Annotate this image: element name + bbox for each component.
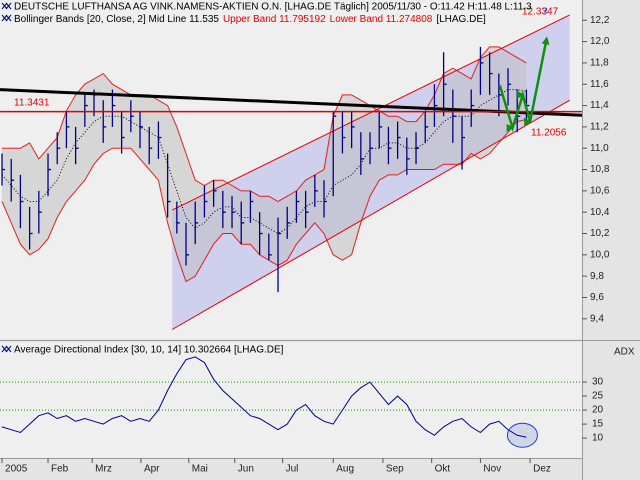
line-label: 11.3431 [14, 97, 50, 108]
legend-entry: Upper Band 11.795192 [223, 14, 326, 25]
y-tick-label: 12,0 [590, 36, 610, 47]
x-tick-label: Nov [483, 464, 501, 475]
x-tick-label: Feb [51, 464, 69, 475]
arrow [498, 36, 550, 133]
legend-entry: Lower Band 11.274808 [330, 14, 433, 25]
y-tick-label: 12,2 [590, 15, 610, 26]
x-tick-label: Okt [435, 464, 451, 475]
y-tick-label: 30 [592, 377, 604, 388]
adx-line [1, 356, 527, 438]
x-tick-label: Apr [144, 464, 160, 475]
annotation: ? [542, 7, 548, 18]
axis-label: ADX [614, 347, 635, 358]
x-tick-label: Mai [192, 464, 208, 475]
x-tick-label: Aug [336, 464, 354, 475]
x-tick-label: Sep [386, 464, 404, 475]
x-tick-label: Jun [238, 464, 254, 475]
band-area [2, 46, 527, 282]
x-tick-label: Mrz [95, 464, 112, 475]
channel-line [171, 14, 570, 211]
mid-band [1, 89, 527, 235]
y-tick-label: 9,4 [590, 313, 604, 324]
y-tick-label: 10,0 [590, 249, 610, 260]
y-tick-label: 11,4 [590, 100, 609, 111]
x-tick-label: Dez [533, 464, 551, 475]
y-tick-label: 15 [592, 419, 604, 430]
plot-layer: 11.3431 11.2056 12.3347? [0, 7, 583, 448]
adx-panel [0, 342, 582, 458]
header-icon [1, 2, 12, 353]
y-tick-label: 10 [592, 433, 604, 444]
y-tick-label: 10,4 [590, 207, 610, 218]
legend: Bollinger Bands [20, Close, 2] Mid Line … [14, 14, 486, 25]
y-tick-label: 11,6 [590, 79, 609, 90]
legend-entry: [LHAG.DE] [436, 14, 486, 25]
x-tick-label: Jul [286, 464, 299, 475]
legend-entry: Bollinger Bands [20, Close, 2] Mid Line … [14, 14, 219, 25]
y-tick-label: 10,6 [590, 185, 610, 196]
highlight [506, 422, 538, 448]
annotation: 12.3347 [522, 7, 559, 18]
chart-title: DEUTSCHE LUFTHANSA AG VINK.NAMENS-AKTIEN… [14, 2, 532, 13]
annotation: 11.2056 [531, 128, 567, 139]
upper-band [2, 46, 527, 203]
y-tick-label: 11,0 [590, 143, 609, 154]
channel-line [171, 99, 570, 330]
chart-title: Average Directional Index [30, 10, 14] 1… [14, 345, 284, 356]
y-tick-label: 20 [592, 405, 604, 416]
y-tick-label: 10,2 [590, 228, 610, 239]
y-tick-label: 25 [592, 391, 604, 402]
y-tick-label: 9,6 [590, 292, 604, 303]
x-tick-label: 2005 [5, 464, 28, 475]
y-tick-label: 9,8 [590, 271, 604, 282]
lower-band [1, 118, 527, 283]
y-tick-label: 11,2 [590, 122, 609, 133]
y-tick-label: 10,8 [590, 164, 610, 175]
y-tick-label: 11,8 [590, 58, 609, 69]
